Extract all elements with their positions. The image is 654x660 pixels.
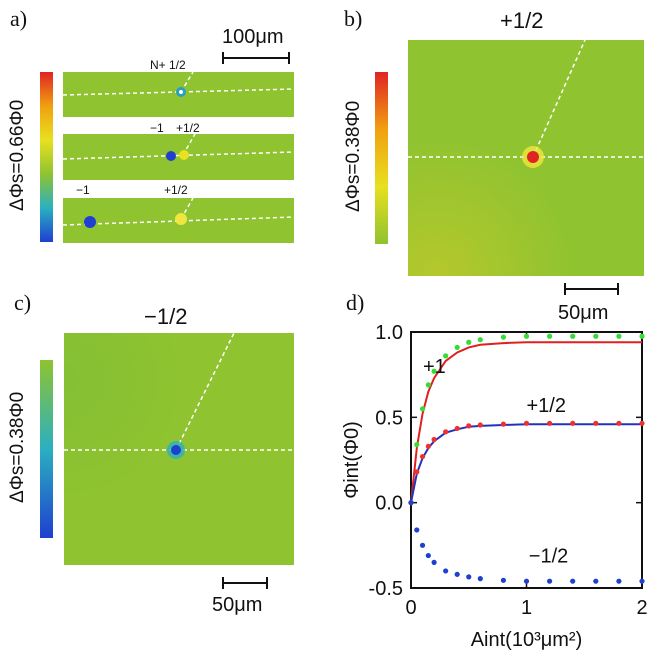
data-point: [500, 421, 506, 427]
data-point: [454, 571, 460, 577]
data-point: [431, 559, 437, 565]
data-point: [523, 333, 530, 339]
panel-a-colorbar: [40, 72, 53, 242]
data-point: [523, 420, 530, 426]
data-point: [466, 339, 472, 345]
phi-int-chart: 0 1 2 -0.5 0.0 0.5 1.0 +1 +1/2 −1/2 Aint(10³μm²) Φi…: [341, 322, 648, 651]
panel-a-label: a): [10, 6, 28, 31]
panel-c-scale-label: 50μm: [212, 594, 263, 616]
data-point: [466, 574, 472, 580]
panel-a-scale-label: 100μm: [222, 26, 284, 48]
data-point: [425, 382, 431, 388]
data-point: [547, 578, 553, 584]
data-point: [443, 353, 449, 359]
panel-b-scale-label: 50μm: [558, 302, 609, 324]
data-point: [639, 333, 645, 339]
panel-b-colorbar-label: ΔΦs=0.38Φ0: [343, 100, 364, 212]
y-tick-label: -0.5: [369, 578, 403, 600]
strip1-label: N+ 1/2: [150, 58, 186, 72]
data-point: [593, 420, 599, 426]
panel-a-strip-3: [63, 198, 294, 243]
annotation-minus-half: −1/2: [529, 545, 568, 567]
data-point: [477, 576, 483, 582]
annotation-plus-half: +1/2: [527, 395, 566, 417]
data-point: [593, 578, 599, 584]
data-point: [593, 333, 599, 339]
data-point: [570, 578, 576, 584]
x-tick-label: 1: [521, 597, 532, 619]
x-tick-label: 0: [405, 597, 416, 619]
panel-b-field: [408, 40, 644, 276]
data-point: [466, 423, 472, 429]
strip2-vortex-pos: [179, 150, 189, 160]
data-point: [639, 420, 645, 426]
strip3-left-label: −1: [76, 183, 90, 197]
data-point: [425, 443, 431, 449]
panel-a-scalebar: [222, 52, 290, 64]
panel-c-vortex: [171, 445, 181, 455]
panel-c-scalebar: [222, 577, 268, 589]
data-point: [419, 406, 426, 412]
data-point: [408, 500, 414, 506]
data-point: [477, 422, 483, 428]
strip2-vortex-neg: [166, 151, 176, 161]
panel-b-label: b): [344, 6, 363, 31]
series-line: [410, 341, 642, 503]
data-point: [454, 425, 460, 432]
panel-b-title: +1/2: [500, 8, 544, 33]
strip3-vortex-neg: [84, 216, 96, 228]
panel-b-vortex: [527, 151, 539, 163]
data-point: [431, 368, 437, 374]
data-point: [616, 578, 622, 584]
y-axis-label: Φint(Φ0): [341, 421, 363, 498]
data-point: [443, 568, 449, 574]
annotation-plus-one: +1: [423, 356, 446, 378]
data-point: [570, 333, 576, 339]
strip2-left-label: −1: [150, 121, 164, 135]
data-point: [523, 578, 530, 584]
panel-c-label: c): [14, 290, 32, 315]
y-tick-label: 1.0: [375, 322, 403, 344]
data-point: [500, 334, 506, 340]
panel-c-colorbar-label: ΔΦs=0.38Φ0: [7, 391, 28, 503]
panel-b-colorbar: [375, 72, 388, 244]
panel-c-colorbar: [40, 360, 53, 538]
data-point: [414, 527, 420, 533]
plot-frame: [410, 331, 643, 589]
strip3-right-label: +1/2: [164, 183, 188, 197]
y-tick-label: 0.5: [375, 407, 403, 429]
panel-d-label: d): [346, 290, 365, 315]
series-line: [410, 423, 642, 503]
data-point: [414, 469, 420, 475]
data-point: [547, 333, 553, 339]
strip3-vortex-pos: [175, 213, 187, 225]
x-tick-label: 2: [636, 597, 647, 619]
data-point: [419, 453, 426, 460]
data-point: [443, 429, 449, 435]
data-point: [414, 442, 420, 448]
data-point: [454, 344, 460, 350]
y-tick-label: 0.0: [375, 493, 403, 515]
data-point: [431, 436, 437, 443]
x-axis-label: Aint(10³μm²): [471, 629, 583, 651]
data-point: [425, 552, 431, 559]
data-point: [500, 577, 506, 583]
data-point: [570, 420, 576, 426]
panel-a-strip-2: [63, 134, 294, 180]
data-point: [639, 578, 645, 584]
data-point: [477, 337, 483, 343]
data-point: [616, 420, 622, 426]
panel-c-title: −1/2: [144, 304, 188, 329]
panel-b-scalebar: [564, 283, 619, 295]
data-point: [419, 542, 426, 548]
panel-a-colorbar-label: ΔΦs=0.66Φ0: [7, 99, 28, 211]
data-point: [616, 333, 622, 339]
strip2-right-label: +1/2: [176, 121, 200, 135]
panel-a-strip-1: [63, 72, 294, 117]
data-point: [547, 420, 553, 426]
panel-c-field: [64, 333, 294, 565]
